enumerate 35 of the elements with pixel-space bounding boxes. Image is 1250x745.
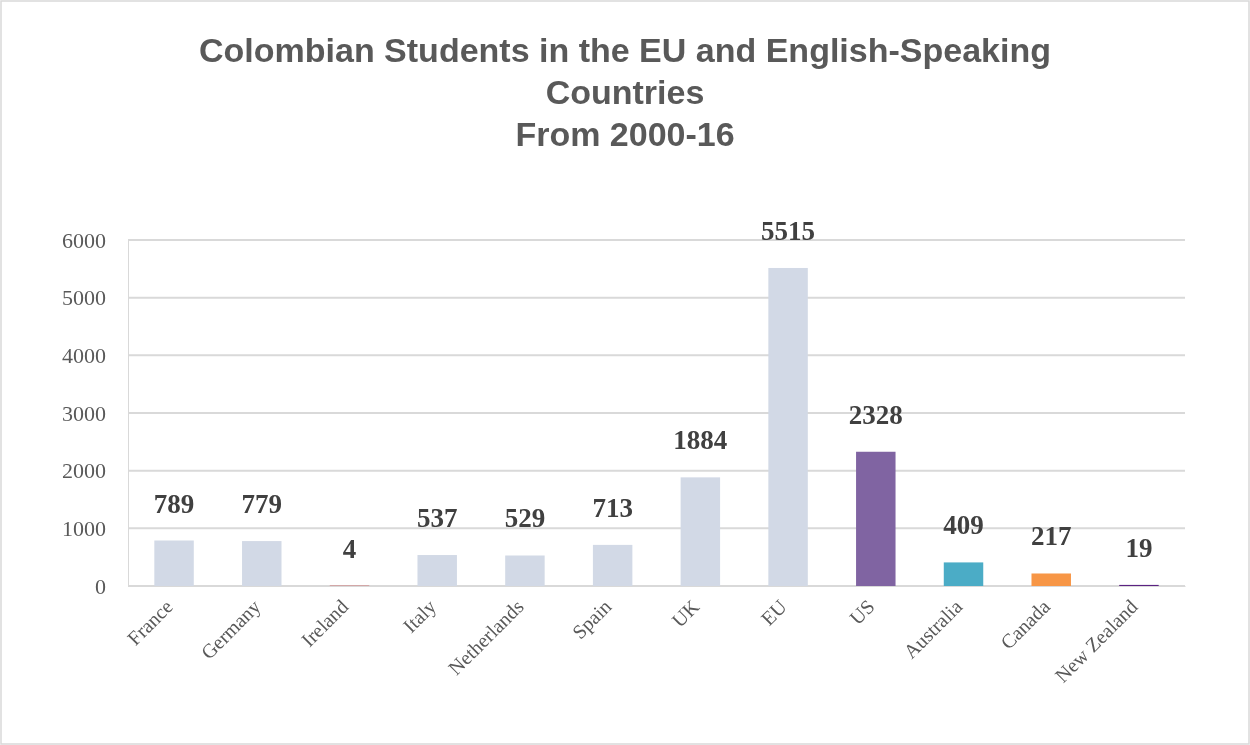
bar bbox=[592, 544, 633, 586]
bar bbox=[768, 267, 808, 586]
data-label: 5515 bbox=[761, 215, 816, 246]
bar bbox=[1031, 573, 1071, 586]
data-label: 2328 bbox=[848, 399, 903, 430]
y-tick-label: 6000 bbox=[62, 227, 106, 253]
data-label: 409 bbox=[943, 510, 984, 541]
data-label: 217 bbox=[1030, 521, 1072, 552]
y-tick-label: 0 bbox=[95, 573, 106, 599]
bar bbox=[154, 540, 194, 586]
bar bbox=[417, 555, 457, 586]
data-label: 713 bbox=[592, 492, 633, 523]
x-tick-label: Italy bbox=[398, 595, 441, 638]
y-tick-label: 2000 bbox=[62, 458, 106, 484]
y-tick-label: 1000 bbox=[62, 515, 106, 541]
x-tick-label: US bbox=[844, 595, 879, 629]
chart-subtitle: From 2000-16 bbox=[515, 115, 735, 153]
bar bbox=[242, 541, 282, 586]
y-tick-label: 4000 bbox=[62, 342, 106, 368]
bar bbox=[680, 477, 721, 586]
data-label: 779 bbox=[241, 489, 283, 520]
bar bbox=[943, 562, 984, 586]
data-label: 1884 bbox=[673, 425, 728, 456]
data-label: 537 bbox=[416, 503, 458, 534]
data-label: 789 bbox=[153, 488, 195, 519]
data-label: 529 bbox=[504, 503, 546, 534]
bar bbox=[856, 451, 896, 586]
x-tick-label: EU bbox=[756, 594, 792, 630]
y-tick-label: 3000 bbox=[62, 400, 106, 426]
data-label: 4 bbox=[342, 533, 357, 564]
bar bbox=[505, 555, 545, 586]
chart-title: Colombian Students in the EU and English-Speaking Countries bbox=[199, 31, 1051, 111]
data-label: 19 bbox=[1125, 532, 1153, 563]
x-tick-label: UK bbox=[667, 594, 704, 632]
y-tick-label: 5000 bbox=[62, 285, 106, 311]
